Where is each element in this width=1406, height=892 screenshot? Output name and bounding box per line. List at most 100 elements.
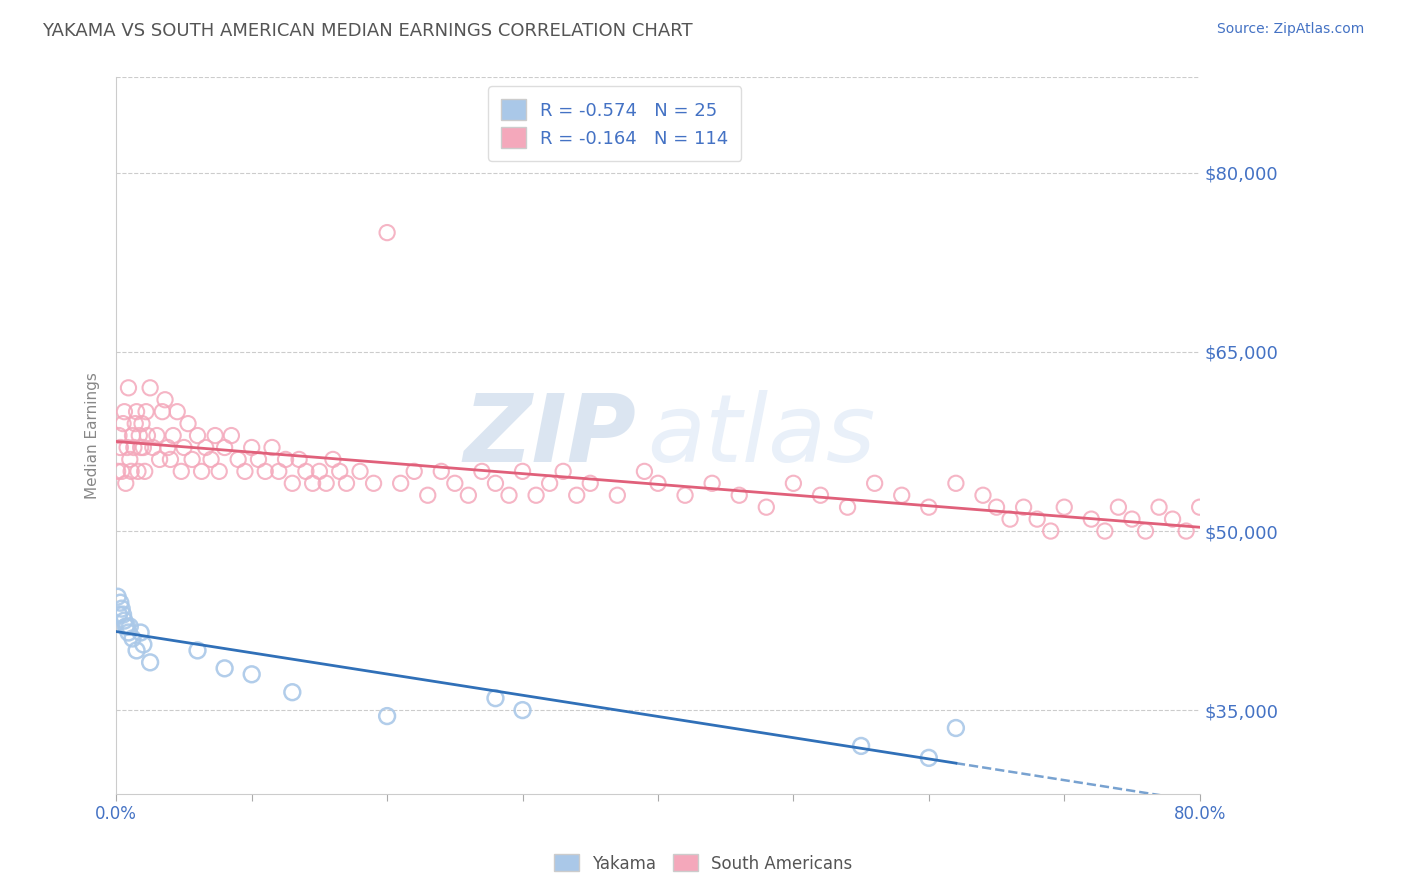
Point bbox=[315, 476, 337, 491]
Point bbox=[132, 441, 155, 455]
Point bbox=[274, 452, 297, 467]
Point bbox=[1270, 548, 1292, 562]
Point bbox=[159, 452, 181, 467]
Point bbox=[512, 703, 534, 717]
Point bbox=[430, 464, 453, 478]
Point bbox=[1135, 524, 1157, 538]
Text: ZIP: ZIP bbox=[464, 390, 637, 482]
Point bbox=[170, 464, 193, 478]
Point bbox=[1147, 500, 1170, 515]
Point bbox=[484, 691, 506, 706]
Point bbox=[1188, 500, 1211, 515]
Point bbox=[457, 488, 479, 502]
Legend: Yakama, South Americans: Yakama, South Americans bbox=[547, 847, 859, 880]
Point bbox=[849, 739, 872, 753]
Point bbox=[173, 441, 195, 455]
Point bbox=[221, 428, 243, 442]
Point bbox=[1243, 536, 1265, 550]
Text: Source: ZipAtlas.com: Source: ZipAtlas.com bbox=[1216, 22, 1364, 37]
Point bbox=[118, 452, 141, 467]
Point bbox=[301, 476, 323, 491]
Point bbox=[349, 464, 371, 478]
Point bbox=[918, 751, 941, 765]
Point bbox=[128, 428, 150, 442]
Point bbox=[1202, 512, 1225, 526]
Point bbox=[134, 464, 156, 478]
Point bbox=[260, 441, 283, 455]
Point bbox=[139, 381, 162, 395]
Point bbox=[156, 441, 179, 455]
Point bbox=[112, 417, 135, 431]
Point bbox=[240, 441, 263, 455]
Point bbox=[177, 417, 200, 431]
Point bbox=[118, 619, 141, 633]
Point bbox=[181, 452, 204, 467]
Point bbox=[281, 476, 304, 491]
Point bbox=[700, 476, 723, 491]
Text: YAKAMA VS SOUTH AMERICAN MEDIAN EARNINGS CORRELATION CHART: YAKAMA VS SOUTH AMERICAN MEDIAN EARNINGS… bbox=[42, 22, 693, 40]
Point bbox=[890, 488, 912, 502]
Point bbox=[363, 476, 385, 491]
Point bbox=[194, 441, 217, 455]
Point bbox=[1216, 524, 1239, 538]
Point bbox=[129, 441, 152, 455]
Point bbox=[389, 476, 412, 491]
Point bbox=[1175, 524, 1198, 538]
Point bbox=[136, 428, 159, 442]
Point bbox=[132, 637, 155, 651]
Point bbox=[471, 464, 494, 478]
Point bbox=[108, 428, 131, 442]
Point bbox=[129, 625, 152, 640]
Point bbox=[121, 632, 143, 646]
Point bbox=[112, 405, 135, 419]
Point bbox=[443, 476, 465, 491]
Point bbox=[107, 464, 129, 478]
Point bbox=[1161, 512, 1184, 526]
Point bbox=[200, 452, 222, 467]
Point bbox=[254, 464, 277, 478]
Point bbox=[110, 441, 132, 455]
Point bbox=[335, 476, 357, 491]
Point bbox=[986, 500, 1008, 515]
Point bbox=[214, 661, 236, 675]
Point bbox=[329, 464, 352, 478]
Point bbox=[945, 476, 967, 491]
Point bbox=[375, 709, 398, 723]
Point bbox=[112, 607, 135, 622]
Point bbox=[1121, 512, 1143, 526]
Point bbox=[108, 607, 131, 622]
Point bbox=[647, 476, 669, 491]
Point bbox=[1053, 500, 1076, 515]
Point bbox=[112, 614, 135, 628]
Point bbox=[190, 464, 212, 478]
Point bbox=[233, 464, 256, 478]
Point bbox=[524, 488, 547, 502]
Point bbox=[945, 721, 967, 735]
Point bbox=[553, 464, 575, 478]
Point bbox=[484, 476, 506, 491]
Point bbox=[498, 488, 520, 502]
Point bbox=[125, 643, 148, 657]
Point bbox=[728, 488, 751, 502]
Point bbox=[127, 464, 149, 478]
Point bbox=[120, 464, 142, 478]
Point bbox=[114, 476, 136, 491]
Point bbox=[117, 625, 139, 640]
Point bbox=[565, 488, 588, 502]
Point bbox=[918, 500, 941, 515]
Point bbox=[226, 452, 249, 467]
Point bbox=[998, 512, 1021, 526]
Point bbox=[308, 464, 330, 478]
Point bbox=[1107, 500, 1129, 515]
Point bbox=[121, 428, 143, 442]
Point bbox=[1039, 524, 1062, 538]
Point bbox=[538, 476, 561, 491]
Point bbox=[139, 656, 162, 670]
Point bbox=[146, 428, 169, 442]
Point bbox=[166, 405, 188, 419]
Point bbox=[755, 500, 778, 515]
Point bbox=[1080, 512, 1102, 526]
Point bbox=[122, 441, 145, 455]
Point bbox=[267, 464, 290, 478]
Point bbox=[124, 417, 146, 431]
